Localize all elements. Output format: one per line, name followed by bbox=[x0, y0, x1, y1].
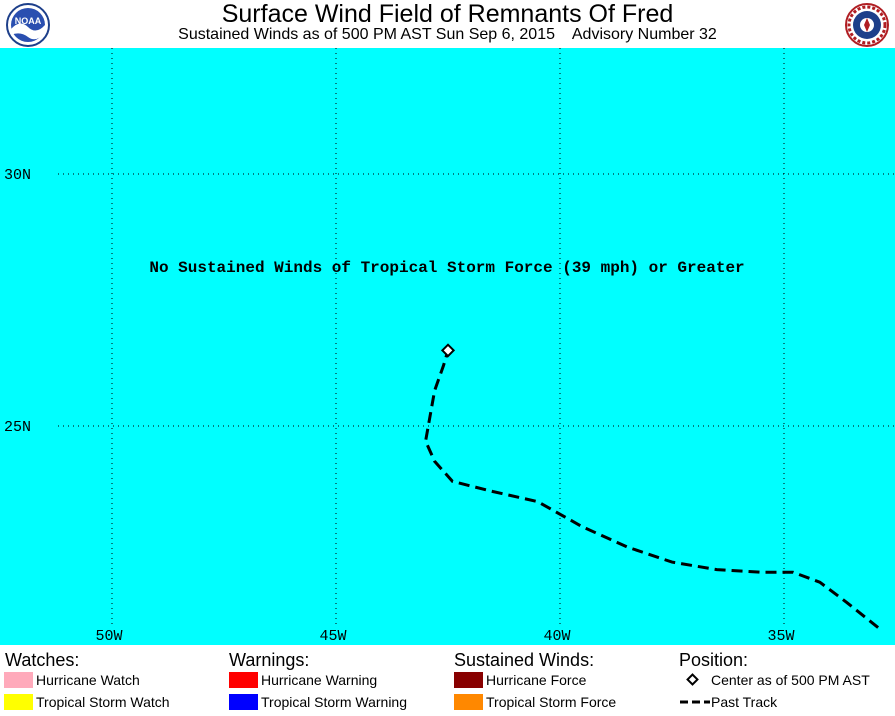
no-winds-message: No Sustained Winds of Tropical Storm For… bbox=[149, 259, 744, 277]
legend-winds-heading: Sustained Winds: bbox=[454, 650, 595, 670]
page-subtitle: Sustained Winds as of 500 PM AST Sun Sep… bbox=[178, 26, 717, 43]
storm-center-marker bbox=[440, 343, 456, 358]
past-track-icon bbox=[680, 700, 710, 704]
legend-watches-heading: Watches: bbox=[5, 650, 80, 670]
hurricane-watch-swatch bbox=[4, 672, 33, 688]
hurricane-watch-label: Hurricane Watch bbox=[36, 672, 140, 688]
hurricane-warning-label: Hurricane Warning bbox=[261, 672, 378, 688]
center-marker-icon bbox=[686, 673, 699, 686]
svg-text:NOAA: NOAA bbox=[15, 16, 42, 26]
past-track-label: Past Track bbox=[711, 694, 778, 710]
lon-label-35w: 35W bbox=[767, 628, 794, 645]
hurricane-force-label: Hurricane Force bbox=[486, 672, 587, 688]
lat-lon-grid bbox=[58, 48, 895, 624]
center-position-label: Center as of 500 PM AST bbox=[711, 672, 870, 688]
legend-warnings-heading: Warnings: bbox=[229, 650, 310, 670]
tropical-storm-warning-label: Tropical Storm Warning bbox=[261, 694, 408, 710]
hurricane-warning-swatch bbox=[229, 672, 258, 688]
tropical-storm-watch-label: Tropical Storm Watch bbox=[36, 694, 170, 710]
lon-label-50w: 50W bbox=[95, 628, 122, 645]
lat-label-25n: 25N bbox=[4, 419, 31, 436]
lon-label-40w: 40W bbox=[543, 628, 570, 645]
tropical-storm-force-label: Tropical Storm Force bbox=[486, 694, 617, 710]
hurricane-force-swatch bbox=[454, 672, 483, 688]
legend-position-heading: Position: bbox=[679, 650, 749, 670]
lat-label-30n: 30N bbox=[4, 167, 31, 184]
tropical-storm-warning-swatch bbox=[229, 694, 258, 710]
grid-labels: 30N 25N 50W 45W 40W 35W bbox=[4, 167, 795, 645]
tropical-storm-watch-swatch bbox=[4, 694, 33, 710]
tropical-storm-force-swatch bbox=[454, 694, 483, 710]
legend: Watches: Hurricane Watch Tropical Storm … bbox=[0, 645, 895, 716]
noaa-logo-icon: NOAA bbox=[6, 3, 50, 47]
page-title: Surface Wind Field of Remnants Of Fred bbox=[221, 0, 674, 28]
map-panel: 30N 25N 50W 45W 40W 35W No Sustained Winds of… bbox=[0, 48, 895, 645]
lon-label-45w: 45W bbox=[319, 628, 346, 645]
past-track-line bbox=[424, 349, 880, 629]
header: NOAA Surface Wind Field of Remnants Of F… bbox=[0, 0, 895, 48]
nws-logo-icon bbox=[845, 3, 889, 47]
